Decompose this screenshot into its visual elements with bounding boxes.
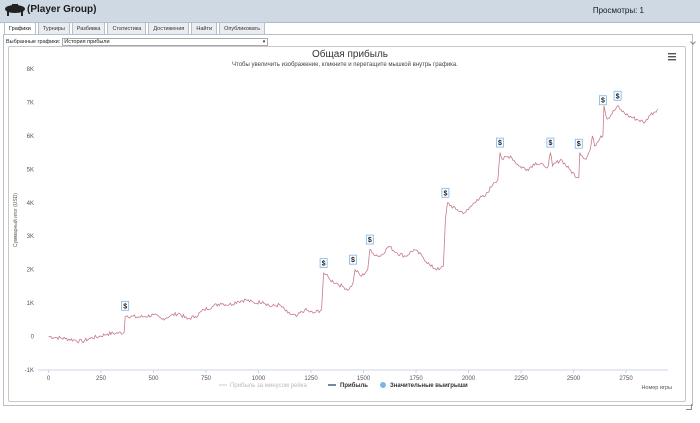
legend-symbol-big-wins	[380, 382, 386, 388]
big-win-flag[interactable]	[574, 138, 583, 149]
poker-table-icon	[5, 4, 25, 16]
y-tick-label: 5K	[27, 167, 34, 173]
app-title: (Player Group)	[27, 4, 97, 15]
big-win-flag[interactable]	[546, 137, 555, 148]
big-win-label: $	[322, 261, 326, 268]
chart-subtitle: Чтобы увеличить изображение, кликните и …	[232, 61, 458, 68]
big-win-label: $	[601, 98, 605, 105]
tab-0[interactable]: Графики	[4, 22, 36, 34]
big-win-label: $	[443, 190, 447, 197]
tab-2[interactable]: Разбивка	[71, 22, 106, 34]
x-tick-label: 1500	[357, 376, 371, 382]
hamburger-menu-icon[interactable]	[668, 53, 676, 61]
y-tick-label: 6K	[27, 134, 34, 140]
y-tick-label: 2K	[27, 268, 34, 274]
chart-selector-value: История прибыли	[64, 39, 110, 45]
y-tick-label: 0	[31, 335, 35, 341]
big-win-label: $	[368, 237, 372, 244]
big-win-label: $	[548, 140, 552, 147]
x-tick-label: 2750	[619, 376, 633, 382]
x-tick-label: 1250	[304, 376, 318, 382]
y-tick-label: -1K	[25, 368, 34, 374]
big-win-label: $	[577, 141, 581, 148]
big-win-flag[interactable]	[441, 187, 450, 198]
x-tick-label: 2000	[462, 376, 476, 382]
tab-3[interactable]: Статистика	[107, 22, 147, 34]
y-tick-label: 7K	[27, 100, 34, 106]
tab-6[interactable]: Опубликовать	[219, 22, 266, 34]
x-tick-label: 0	[47, 376, 51, 382]
chart-selector-dropdown[interactable]: История прибыли ▾	[62, 38, 269, 46]
tab-1[interactable]: Турниры	[37, 22, 70, 34]
chart-selector-label: Выбранные графики:	[6, 39, 61, 45]
x-tick-label: 2500	[567, 376, 581, 382]
big-win-flag[interactable]	[319, 258, 328, 268]
y-axis-label: Суммарный итог (USD)	[12, 193, 19, 247]
big-win-label: $	[351, 257, 355, 264]
big-win-label: $	[123, 303, 127, 310]
big-win-label: $	[616, 93, 620, 100]
x-tick-label: 250	[96, 376, 107, 382]
big-win-flag[interactable]	[613, 90, 622, 101]
y-tick-label: 8K	[27, 67, 34, 73]
views-counter: Просмотры: 1	[592, 6, 644, 15]
legend-item-net-profit: Прибыль за минусом рейка	[230, 382, 308, 389]
chevron-down-icon: ▾	[262, 39, 266, 45]
tab-bar: Графики Турниры Разбивка Статистика Достижен…	[4, 22, 267, 34]
y-tick-label: 1K	[27, 301, 34, 307]
chart-selector-row: Выбранные графики: История прибыли ▾	[6, 38, 269, 46]
x-tick-label: 1000	[252, 376, 266, 382]
resize-handle-icon[interactable]	[686, 404, 692, 410]
big-win-flag[interactable]	[599, 95, 607, 106]
big-win-label: $	[498, 140, 502, 147]
y-tick-label: 4K	[27, 201, 34, 207]
x-tick-label: 750	[201, 376, 212, 382]
chart-container[interactable]	[8, 46, 686, 402]
x-axis-label: Номер игры	[641, 385, 672, 391]
chart-title: Общая прибыль	[312, 48, 388, 60]
legend-item-big-wins: Значительные выигрыши	[390, 383, 468, 389]
profit-series-line[interactable]	[48, 105, 658, 344]
legend-item-profit: Прибыль	[340, 382, 368, 389]
x-tick-label: 1750	[409, 376, 423, 382]
big-win-flag[interactable]	[349, 254, 357, 265]
big-win-flag[interactable]	[496, 137, 504, 148]
tab-4[interactable]: Достижения	[148, 22, 190, 34]
tab-5[interactable]: Найти	[191, 22, 218, 34]
x-tick-label: 500	[148, 376, 159, 382]
x-tick-label: 2250	[514, 376, 528, 382]
big-win-flag[interactable]	[365, 234, 374, 245]
big-win-flag[interactable]	[121, 300, 130, 311]
app-header: (Player Group) Просмотры: 1	[0, 0, 700, 23]
y-tick-label: 3K	[27, 234, 34, 240]
